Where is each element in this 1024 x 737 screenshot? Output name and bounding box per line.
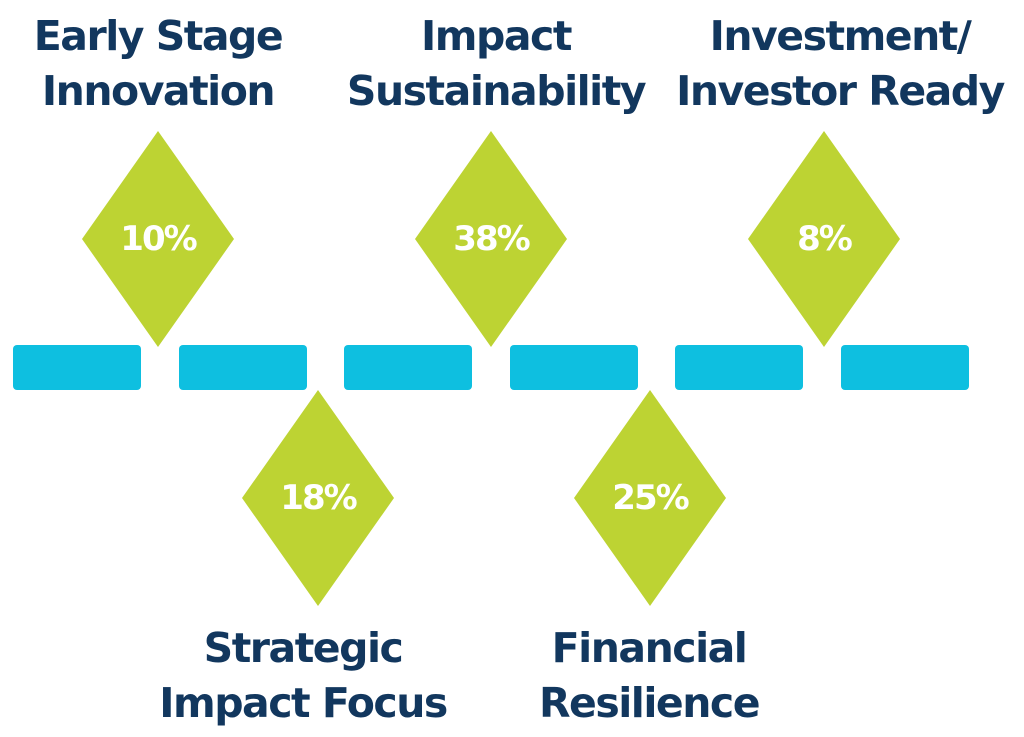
milestone-diamond-strategic-impact-focus: 18% xyxy=(242,390,394,606)
milestone-label-line: Financial xyxy=(551,624,748,672)
milestone-percent: 8% xyxy=(797,219,853,259)
timeline-segment xyxy=(841,345,969,390)
milestone-diamond-investment-investor-ready: 8% xyxy=(748,131,900,347)
milestone-label-line: Resilience xyxy=(538,679,761,727)
timeline-segment xyxy=(510,345,638,390)
milestone-percent: 18% xyxy=(280,478,357,518)
timeline-segment xyxy=(13,345,141,390)
diamond-shape xyxy=(242,390,394,606)
milestone-diamond-impact-sustainability: 38% xyxy=(415,131,567,347)
timeline-segment xyxy=(344,345,472,390)
diamond-shape xyxy=(574,390,726,606)
milestone-label-strategic-impact-focus: Strategic Impact Focus xyxy=(159,621,448,731)
milestone-label-line: Innovation xyxy=(41,67,276,115)
milestone-percent: 25% xyxy=(612,478,689,518)
milestone-label-line: Sustainability xyxy=(346,67,647,115)
milestone-percent: 10% xyxy=(120,219,197,259)
milestone-diamond-financial-resilience: 25% xyxy=(574,390,726,606)
timeline-segment xyxy=(179,345,307,390)
milestone-label-line: Impact Focus xyxy=(159,679,448,727)
timeline-segment xyxy=(675,345,803,390)
diamond-shape xyxy=(748,131,900,347)
milestone-label-financial-resilience: Financial Resilience xyxy=(538,621,761,731)
milestone-label-impact-sustainability: Impact Sustainability xyxy=(346,9,647,119)
milestone-percent: 38% xyxy=(453,219,530,259)
diamond-shape xyxy=(415,131,567,347)
milestone-label-line: Impact xyxy=(421,12,572,60)
milestone-label-investment-investor-ready: Investment/ Investor Ready xyxy=(676,9,1005,119)
milestone-label-line: Investor Ready xyxy=(676,67,1005,115)
milestone-label-early-stage-innovation: Early Stage Innovation xyxy=(33,9,284,119)
milestone-label-line: Strategic xyxy=(203,624,404,672)
milestone-label-line: Investment/ xyxy=(709,12,972,60)
diamond-shape xyxy=(82,131,234,347)
milestone-label-line: Early Stage xyxy=(33,12,284,60)
milestone-diamond-early-stage-innovation: 10% xyxy=(82,131,234,347)
